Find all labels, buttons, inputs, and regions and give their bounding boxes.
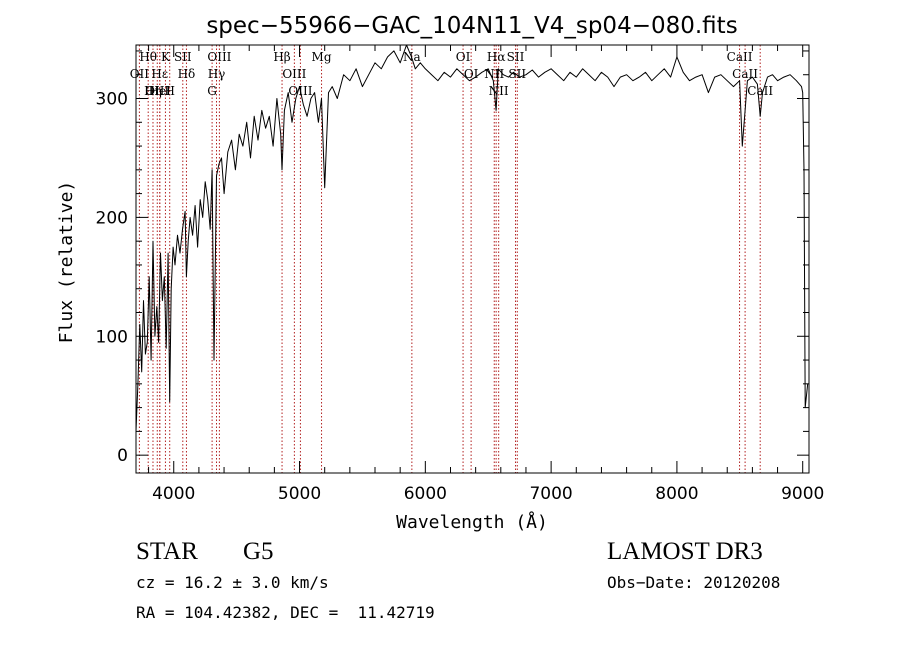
y-axis-label: Flux (relative) xyxy=(56,181,77,344)
redshift-text: cz = 16.2 ± 3.0 km/s xyxy=(136,573,329,592)
line-label-oi: OI xyxy=(456,50,471,64)
line-label-hδ: Hδ xyxy=(178,67,196,81)
line-label-oiii: OIII xyxy=(207,50,231,64)
line-label-nii: NII xyxy=(489,84,509,98)
line-label-hα: Hα xyxy=(487,50,506,64)
y-tick-label: 100 xyxy=(96,327,128,347)
x-tick-label: 5000 xyxy=(278,484,321,504)
line-label-h: H xyxy=(164,84,174,98)
line-label-caii: CaII xyxy=(732,67,758,81)
x-tick-label: 8000 xyxy=(655,484,698,504)
line-label-g: G xyxy=(207,84,217,98)
flux-line-flux xyxy=(135,44,809,432)
line-label-oiii: OIII xyxy=(145,84,169,98)
x-axis-label: Wavelength (Å) xyxy=(396,511,548,533)
survey-label: LAMOST DR3 xyxy=(607,538,763,565)
spectral-line-markers xyxy=(138,45,761,473)
object-class: STAR xyxy=(136,538,198,565)
line-label-sii: SII xyxy=(174,50,192,64)
line-label-hei: HeI xyxy=(149,84,172,98)
x-tick-label: 6000 xyxy=(404,484,447,504)
object-subclass: G5 xyxy=(243,538,274,565)
line-label-sii: SII xyxy=(507,50,525,64)
line-label-oiii: OIII xyxy=(282,67,306,81)
y-tick-label: 200 xyxy=(96,208,128,228)
line-label-oi: OI xyxy=(464,67,479,81)
plot-frame xyxy=(135,44,810,474)
axis-ticks: 4000 5000 6000 7000 8000 9000 0 100 200 300 xyxy=(96,45,824,504)
x-tick-label: 9000 xyxy=(781,484,824,504)
line-label-mg: Mg xyxy=(312,50,332,64)
line-label-hθ: Hθ xyxy=(139,50,157,64)
chart-title: spec−55966−GAC_104N11_V4_sp04−080.fits xyxy=(206,13,737,39)
line-label-sii: SII xyxy=(508,67,526,81)
line-label-hγ: Hγ xyxy=(208,67,226,81)
obs-date-text: Obs−Date: 20120208 xyxy=(607,573,781,592)
line-label-oii: OII xyxy=(130,67,150,81)
line-label-caii: CaII xyxy=(747,84,773,98)
line-label-k: K xyxy=(161,50,171,64)
coordinates-text: RA = 104.42382, DEC = 11.42719 xyxy=(136,603,435,622)
x-tick-label: 7000 xyxy=(529,484,572,504)
line-label-hε: Hε xyxy=(151,67,168,81)
flux-series xyxy=(135,44,809,432)
y-tick-label: 300 xyxy=(96,90,128,110)
y-tick-label: 0 xyxy=(117,446,128,466)
line-label-hη: Hη xyxy=(144,84,162,98)
x-tick-label: 4000 xyxy=(152,484,195,504)
line-label-hβ: Hβ xyxy=(273,50,290,64)
line-label-caii: CaII xyxy=(727,50,753,64)
